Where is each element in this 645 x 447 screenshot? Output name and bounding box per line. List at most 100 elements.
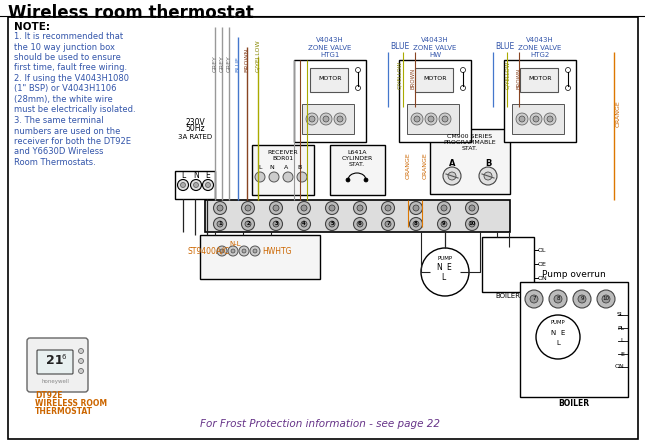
Circle shape	[79, 368, 83, 374]
Text: 8: 8	[414, 221, 418, 226]
Circle shape	[573, 290, 591, 308]
Text: 21: 21	[46, 354, 64, 367]
Text: L: L	[620, 338, 624, 343]
Circle shape	[385, 221, 391, 227]
Circle shape	[411, 113, 423, 125]
Text: PUMP: PUMP	[437, 256, 453, 261]
Text: Wireless room thermostat: Wireless room thermostat	[8, 4, 253, 22]
Circle shape	[441, 205, 447, 211]
Text: 9: 9	[580, 296, 584, 301]
FancyBboxPatch shape	[27, 338, 88, 392]
Circle shape	[544, 113, 556, 125]
Circle shape	[250, 246, 260, 256]
Circle shape	[414, 116, 420, 122]
Text: 2. If using the V4043H1080: 2. If using the V4043H1080	[14, 74, 129, 83]
Text: BOR01: BOR01	[272, 156, 293, 161]
Circle shape	[357, 221, 363, 227]
Circle shape	[329, 221, 335, 227]
Circle shape	[181, 182, 186, 187]
Circle shape	[410, 202, 422, 215]
Bar	[430, 129, 510, 194]
Text: Pump overrun: Pump overrun	[542, 270, 606, 279]
Text: 10: 10	[602, 296, 610, 301]
Circle shape	[442, 116, 448, 122]
Circle shape	[516, 113, 528, 125]
Text: 10: 10	[468, 221, 476, 226]
Bar	[294, 60, 366, 142]
Text: 9: 9	[442, 221, 446, 226]
Circle shape	[437, 218, 450, 231]
Text: ORANGE: ORANGE	[422, 152, 428, 179]
Text: PUMP: PUMP	[551, 320, 565, 325]
Circle shape	[484, 172, 492, 180]
Bar	[330, 145, 385, 195]
Circle shape	[301, 205, 307, 211]
Circle shape	[441, 221, 447, 227]
Circle shape	[355, 67, 361, 72]
Circle shape	[353, 202, 366, 215]
Circle shape	[228, 246, 238, 256]
Circle shape	[79, 349, 83, 354]
Text: PROGRAMMABLE: PROGRAMMABLE	[444, 140, 496, 145]
Text: G/YELLOW: G/YELLOW	[506, 61, 510, 89]
Circle shape	[242, 249, 246, 253]
Text: A: A	[284, 165, 288, 170]
Circle shape	[194, 182, 199, 187]
Bar	[520, 68, 558, 92]
Text: 6: 6	[358, 221, 362, 226]
Circle shape	[239, 246, 249, 256]
Circle shape	[530, 295, 538, 303]
Circle shape	[346, 178, 350, 182]
Circle shape	[448, 172, 456, 180]
Circle shape	[190, 180, 201, 190]
Circle shape	[270, 218, 283, 231]
Text: ON: ON	[614, 364, 624, 370]
Text: MOTOR: MOTOR	[528, 76, 551, 81]
Text: ON: ON	[538, 275, 548, 281]
Bar	[175, 171, 215, 199]
Circle shape	[469, 221, 475, 227]
Circle shape	[533, 116, 539, 122]
Text: For Frost Protection information - see page 22: For Frost Protection information - see p…	[200, 419, 440, 429]
Text: B: B	[298, 165, 302, 170]
Circle shape	[437, 202, 450, 215]
Circle shape	[466, 202, 479, 215]
Circle shape	[231, 249, 235, 253]
Text: BROWN: BROWN	[410, 68, 415, 89]
Text: BLUE: BLUE	[235, 56, 241, 72]
Text: E: E	[561, 330, 565, 336]
Circle shape	[213, 202, 226, 215]
Text: (1" BSP) or V4043H1106: (1" BSP) or V4043H1106	[14, 84, 117, 93]
Bar	[200, 235, 320, 279]
Circle shape	[353, 218, 366, 231]
Text: E: E	[620, 351, 624, 357]
Circle shape	[273, 205, 279, 211]
Circle shape	[597, 290, 615, 308]
Circle shape	[241, 218, 255, 231]
Text: OE: OE	[538, 261, 547, 266]
Text: first time, fault free wiring.: first time, fault free wiring.	[14, 63, 127, 72]
Text: ST9400A/C: ST9400A/C	[188, 246, 230, 256]
Bar	[504, 60, 576, 142]
Text: G/YELLOW: G/YELLOW	[255, 39, 261, 72]
Text: 7: 7	[386, 221, 390, 226]
Circle shape	[253, 249, 257, 253]
Text: HWHTG: HWHTG	[262, 246, 292, 256]
Circle shape	[206, 182, 210, 187]
Circle shape	[255, 172, 265, 182]
Circle shape	[519, 116, 525, 122]
Circle shape	[355, 85, 361, 90]
Circle shape	[413, 221, 419, 227]
Circle shape	[301, 221, 307, 227]
Circle shape	[297, 202, 310, 215]
Circle shape	[270, 202, 283, 215]
Circle shape	[549, 290, 567, 308]
Text: BROWN: BROWN	[517, 68, 522, 89]
Text: numbers are used on the: numbers are used on the	[14, 127, 121, 135]
Text: 3: 3	[274, 221, 278, 226]
Text: N: N	[270, 165, 274, 170]
Text: MOTOR: MOTOR	[423, 76, 447, 81]
Text: WIRELESS ROOM: WIRELESS ROOM	[35, 399, 107, 408]
Circle shape	[337, 116, 343, 122]
Circle shape	[425, 113, 437, 125]
